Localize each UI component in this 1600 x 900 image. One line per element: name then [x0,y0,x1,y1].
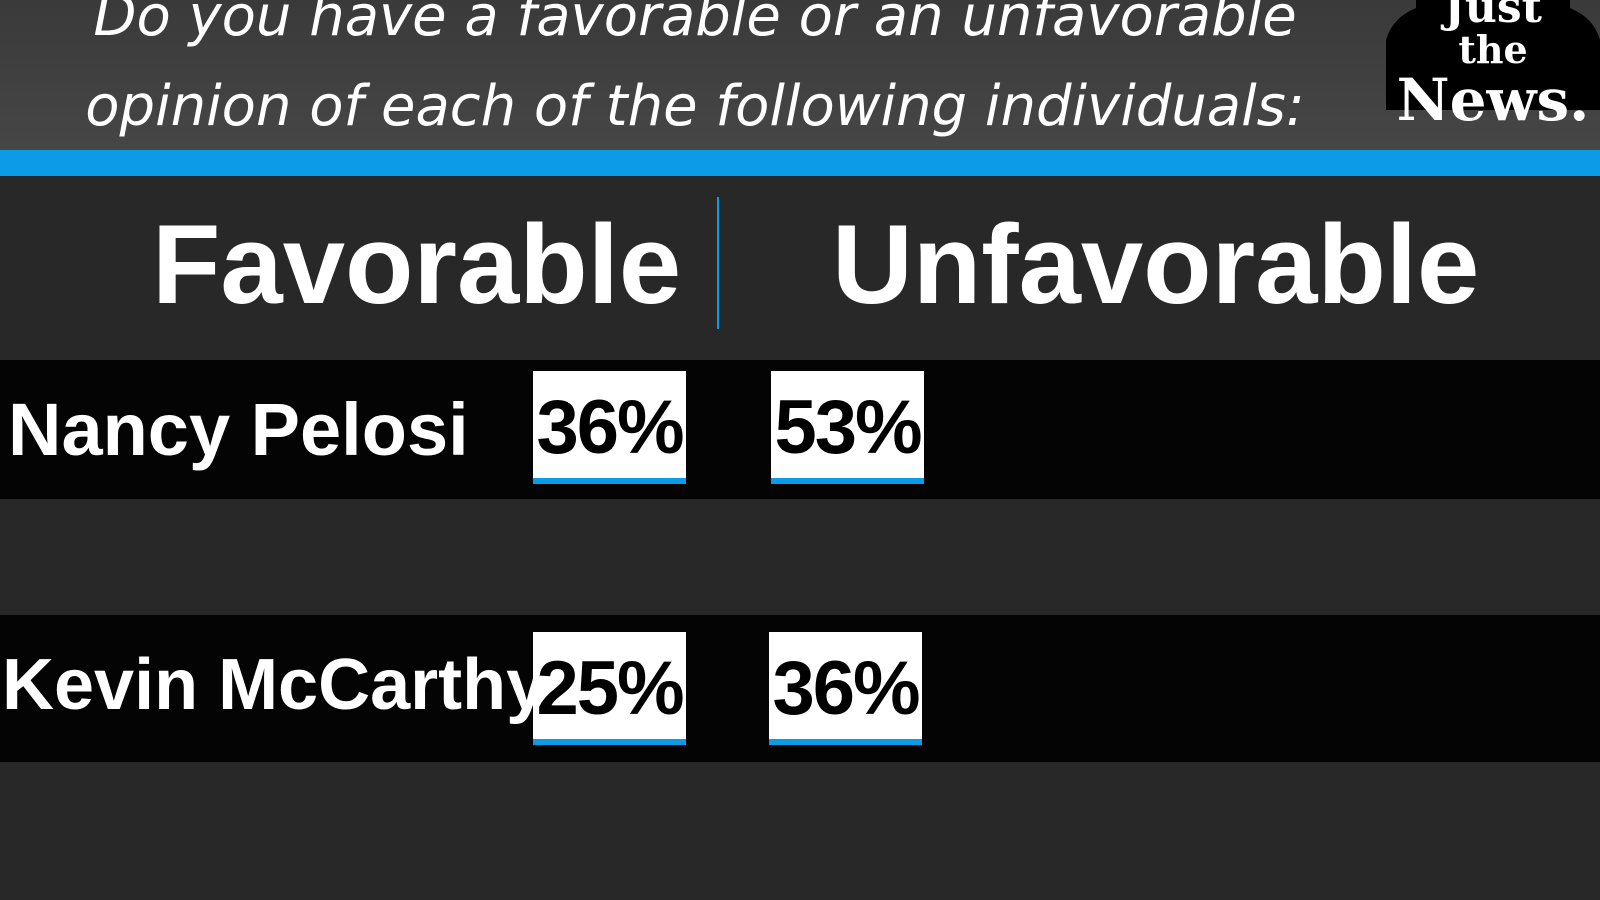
column-header-favorable: Favorable [152,202,682,327]
just-the-news-logo: Just the News. [1386,0,1600,140]
unfavorable-value: 36% [769,632,922,745]
survey-question: Do you have a favorable or an unfavorabl… [85,0,1305,139]
row-name: Nancy Pelosi [8,388,469,471]
column-header-unfavorable: Unfavorable [832,202,1480,327]
table-row: Kevin McCarthy 25% 36% [0,615,1600,762]
column-divider [717,197,719,329]
favorable-value: 25% [533,632,686,745]
accent-stripe [0,150,1600,176]
logo-line-just: Just [1444,0,1542,33]
logo-line-news: News. [1396,66,1590,134]
header: Do you have a favorable or an unfavorabl… [0,0,1600,150]
unfavorable-value: 53% [771,371,924,484]
favorable-value: 36% [533,371,686,484]
row-name: Kevin McCarthy [2,645,547,725]
logo-line-the: the [1458,27,1528,72]
capitol-dome-icon [1386,0,1600,110]
table-row: Nancy Pelosi 36% 53% [0,360,1600,499]
